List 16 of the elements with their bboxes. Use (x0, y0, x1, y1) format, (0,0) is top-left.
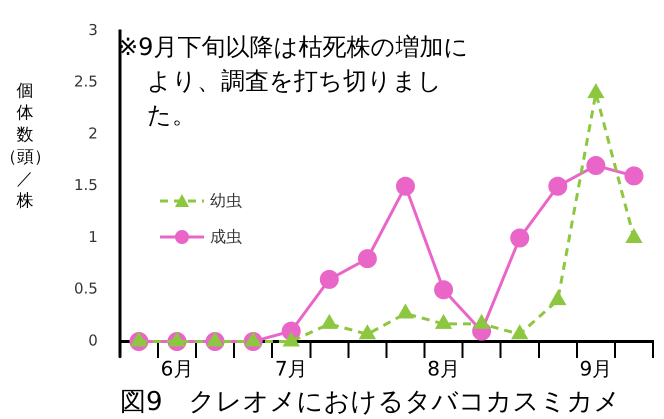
x-tick-label: 8月 (427, 356, 460, 381)
y-tick-label: 3 (88, 20, 98, 39)
y-tick-label: 2 (88, 124, 98, 142)
y-tick-label: 0.5 (74, 280, 98, 298)
text: 図9 クレオメにおけるタバコカスミカメ (120, 386, 621, 419)
y-tick-label: 1 (88, 228, 98, 246)
x-tick-label: 7月 (274, 356, 308, 381)
annotation: ※9月下旬以降は枯死株の増加により、調査を打ち切りました。 (118, 32, 470, 131)
legend-label: 幼虫 (210, 190, 242, 212)
y-axis-title: 個体数（頭）／株 (0, 80, 51, 212)
y-tick-label: 0 (88, 331, 98, 350)
y-tick-label: 2.5 (74, 72, 98, 91)
x-tick-label: 6月 (160, 356, 194, 381)
legend-label: 成虫 (210, 226, 242, 248)
x-tick-label: 9月 (580, 356, 612, 381)
y-tick-label: 1.5 (74, 176, 98, 194)
